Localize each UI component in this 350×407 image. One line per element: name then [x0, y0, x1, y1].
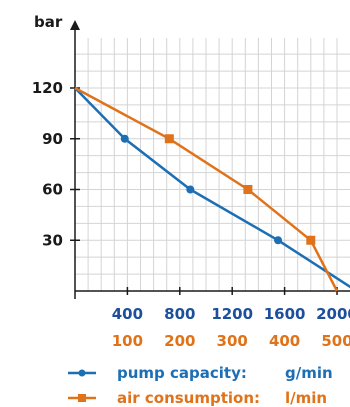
- data-point-pump-capacity: [120, 134, 129, 143]
- tick-labels: 30 60 90 120 400 800 1200 1600 2000 100 200 300 400 5…: [32, 79, 350, 350]
- y-tick-label: 90: [42, 130, 63, 148]
- data-point-air-consumption: [243, 185, 253, 194]
- x-tick-label-pump: 2000: [316, 305, 350, 323]
- x-tick-label-pump: 1600: [264, 305, 306, 323]
- x-tick-label-air: 400: [269, 332, 300, 350]
- legend: pump capacity: g/min air consumption: l/…: [68, 364, 333, 407]
- x-tick-label-air: 200: [164, 332, 195, 350]
- legend-square-marker-icon: [78, 394, 86, 402]
- x-tick-label-air: 300: [217, 332, 248, 350]
- data-point-air-consumption: [164, 134, 174, 144]
- legend-item-air-consumption: air consumption: l/min: [68, 389, 327, 407]
- x-tick-label-air: 500: [321, 332, 350, 350]
- axes: [70, 20, 350, 299]
- x-tick-label-pump: 400: [112, 305, 143, 323]
- y-tick-label: 120: [32, 79, 63, 97]
- data-point-pump-capacity: [274, 236, 283, 245]
- y-tick-label: 60: [42, 181, 63, 199]
- y-tick-label: 30: [42, 231, 63, 249]
- legend-label-air-consumption: air consumption:: [117, 389, 260, 407]
- x-tick-label-air: 100: [112, 332, 143, 350]
- x-tick-label-pump: 800: [164, 305, 195, 323]
- x-tick-label-pump: 1200: [211, 305, 253, 323]
- legend-unit-air-consumption: l/min: [285, 389, 327, 407]
- legend-unit-pump-capacity: g/min: [285, 364, 333, 382]
- series: [74, 86, 350, 292]
- grid: [75, 38, 350, 291]
- data-point-air-consumption: [306, 235, 316, 245]
- data-point-pump-capacity: [186, 185, 195, 194]
- legend-item-pump-capacity: pump capacity: g/min: [68, 364, 333, 382]
- y-axis-arrow-icon: [70, 20, 80, 30]
- y-axis-label: bar: [34, 13, 63, 31]
- legend-label-pump-capacity: pump capacity:: [117, 364, 247, 382]
- legend-circle-marker-icon: [78, 369, 86, 377]
